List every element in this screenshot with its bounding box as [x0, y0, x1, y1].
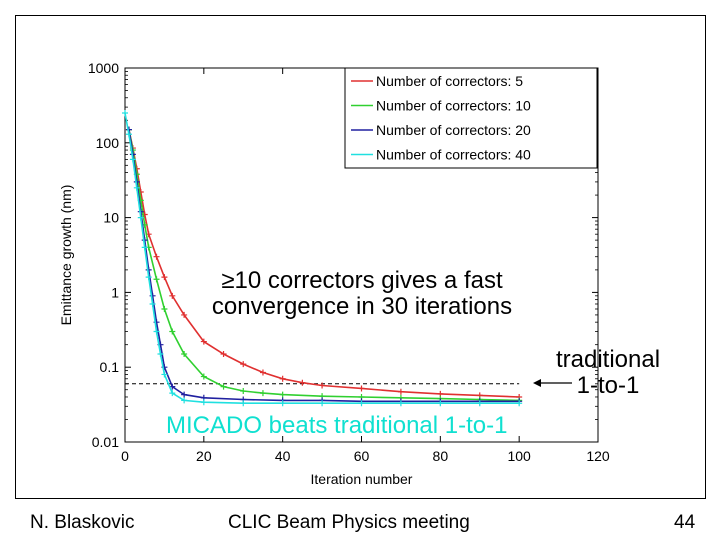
- annotation-convergence: ≥10 correctors gives a fast convergence …: [187, 268, 537, 320]
- legend-entry: Number of correctors: 40: [376, 147, 531, 163]
- data-point: [149, 292, 156, 299]
- traditional-arrow-head: [533, 379, 541, 387]
- x-tick-label: 100: [507, 448, 531, 464]
- data-point: [299, 379, 306, 386]
- data-point: [181, 311, 188, 318]
- data-point: [157, 351, 164, 358]
- legend-entry: Number of correctors: 10: [376, 98, 531, 114]
- data-point: [161, 371, 168, 378]
- footer-page-number: 44: [674, 512, 696, 533]
- data-point: [200, 373, 207, 380]
- data-point: [259, 369, 266, 376]
- x-tick-label: 0: [121, 448, 129, 464]
- footer-meeting: CLIC Beam Physics meeting: [228, 512, 470, 533]
- x-tick-label: 20: [196, 448, 212, 464]
- y-axis-label: Emittance growth (nm): [58, 185, 74, 326]
- annotation-convergence-line1: ≥10 correctors gives a fast: [221, 267, 503, 294]
- data-point: [137, 214, 144, 221]
- data-point: [145, 274, 152, 281]
- data-point: [129, 156, 136, 163]
- data-point: [240, 361, 247, 368]
- data-point: [397, 400, 404, 407]
- data-point: [358, 385, 365, 392]
- data-point: [220, 351, 227, 358]
- y-tick-label: 10: [103, 210, 119, 226]
- footer-author: N. Blaskovic: [30, 512, 135, 533]
- data-point: [169, 328, 176, 335]
- x-tick-label: 60: [354, 448, 370, 464]
- annotation-traditional: traditional 1-to-1: [546, 347, 670, 399]
- data-point: [437, 400, 444, 407]
- data-point: [516, 400, 523, 407]
- data-point: [161, 274, 168, 281]
- legend-entry: Number of correctors: 20: [376, 122, 531, 138]
- data-point: [181, 391, 188, 398]
- data-point: [240, 388, 247, 395]
- data-point: [141, 244, 148, 251]
- data-point: [476, 400, 483, 407]
- x-tick-label: 40: [275, 448, 291, 464]
- data-point: [133, 184, 140, 191]
- annotation-traditional-line1: traditional: [555, 346, 661, 373]
- data-point: [181, 351, 188, 358]
- data-point: [149, 300, 156, 307]
- slide-frame: [15, 15, 706, 499]
- data-point: [125, 131, 132, 138]
- data-point: [153, 328, 160, 335]
- data-point: [122, 110, 128, 117]
- data-point: [181, 397, 188, 404]
- x-axis-label: Iteration number: [311, 471, 413, 487]
- data-point: [161, 305, 168, 312]
- data-point: [169, 390, 176, 397]
- legend-entry: Number of correctors: 5: [376, 73, 523, 89]
- y-tick-label: 100: [96, 135, 120, 151]
- data-point: [279, 391, 286, 398]
- data-point: [153, 253, 160, 260]
- x-tick-label: 80: [433, 448, 449, 464]
- data-point: [200, 399, 207, 406]
- y-tick-label: 0.1: [100, 359, 120, 375]
- data-point: [200, 338, 207, 345]
- data-point: [319, 382, 326, 389]
- x-tick-label: 120: [586, 448, 610, 464]
- data-point: [169, 292, 176, 299]
- annotation-convergence-line2: convergence in 30 iterations: [211, 293, 513, 320]
- annotation-traditional-line2: 1-to-1: [576, 372, 640, 399]
- data-point: [220, 383, 227, 390]
- data-point: [153, 276, 160, 283]
- series-line-1: [128, 129, 520, 398]
- annotation-micado: MICADO beats traditional 1-to-1: [166, 412, 508, 439]
- data-point: [279, 400, 286, 407]
- legend-box: [344, 67, 598, 169]
- series-line-4: [124, 112, 520, 405]
- data-point: [240, 400, 247, 407]
- data-point: [358, 400, 365, 407]
- data-point: [397, 388, 404, 395]
- data-point: [259, 390, 266, 397]
- y-tick-label: 1: [111, 284, 119, 300]
- data-point: [319, 400, 326, 407]
- y-tick-label: 1000: [88, 60, 119, 76]
- y-tick-label: 0.01: [92, 434, 119, 450]
- data-point: [279, 375, 286, 382]
